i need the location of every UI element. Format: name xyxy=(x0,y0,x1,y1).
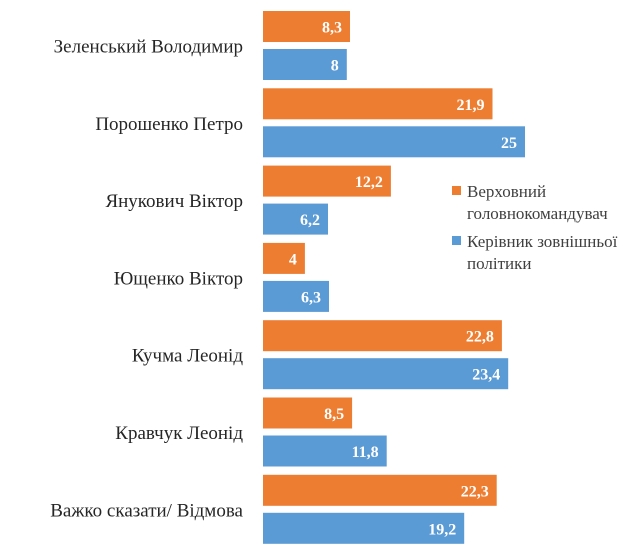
value-label: 25 xyxy=(501,135,517,152)
category-label: Порошенко Петро xyxy=(95,114,243,135)
bar-commander-6 xyxy=(263,474,497,506)
category-label: Зеленський Володимир xyxy=(54,37,243,58)
legend-label: головнокомандувач xyxy=(467,204,608,223)
bar-foreign-policy-5 xyxy=(263,435,387,467)
category-label: Ющенко Віктор xyxy=(114,268,243,289)
value-label: 19,2 xyxy=(428,521,456,538)
value-label: 6,2 xyxy=(300,212,320,229)
value-label: 22,3 xyxy=(461,483,489,500)
bar-commander-5 xyxy=(263,397,353,429)
bar-foreign-policy-4 xyxy=(263,358,509,390)
bar-commander-0 xyxy=(263,11,350,42)
value-label: 8,5 xyxy=(324,406,344,423)
value-label: 23,4 xyxy=(472,367,500,384)
bars-group xyxy=(263,11,525,544)
value-label: 12,2 xyxy=(355,174,383,191)
value-label: 11,8 xyxy=(352,444,379,461)
bar-foreign-policy-2 xyxy=(263,203,328,235)
bar-commander-3 xyxy=(263,242,305,274)
category-label: Важко сказати/ Відмова xyxy=(50,500,243,521)
value-labels-group: 8,3 8 21,9 25 12,2 6,2 4 6,3 22,8 23,4 8,5 11,8 22,3… xyxy=(289,20,517,539)
bar-commander-2 xyxy=(263,165,391,197)
legend-swatch-commander xyxy=(452,186,461,195)
value-label: 4 xyxy=(289,251,297,268)
value-label: 8,3 xyxy=(322,20,342,37)
value-label: 8 xyxy=(331,58,339,75)
legend-swatch-foreign-policy xyxy=(452,236,461,245)
bar-commander-1 xyxy=(263,88,493,120)
value-label: 6,3 xyxy=(301,289,321,306)
bar-foreign-policy-0 xyxy=(263,49,347,80)
legend-label: Верховний xyxy=(467,182,546,201)
value-label: 21,9 xyxy=(457,97,485,114)
category-label: Кучма Леонід xyxy=(132,346,244,367)
legend-label: Керівник зовнішньої xyxy=(467,232,618,251)
bar-foreign-policy-1 xyxy=(263,126,525,158)
category-label: Кравчук Леонід xyxy=(115,423,243,444)
legend: Верховний головнокомандувач Керівник зовні… xyxy=(452,182,618,273)
category-label: Янукович Віктор xyxy=(105,191,243,212)
bar-foreign-policy-3 xyxy=(263,280,329,312)
value-label: 22,8 xyxy=(466,329,494,346)
bar-commander-4 xyxy=(263,320,502,352)
legend-label: політики xyxy=(467,254,531,273)
category-labels-group: Зеленський Володимир Порошенко Петро Януко… xyxy=(50,37,243,522)
bar-foreign-policy-6 xyxy=(263,512,465,544)
